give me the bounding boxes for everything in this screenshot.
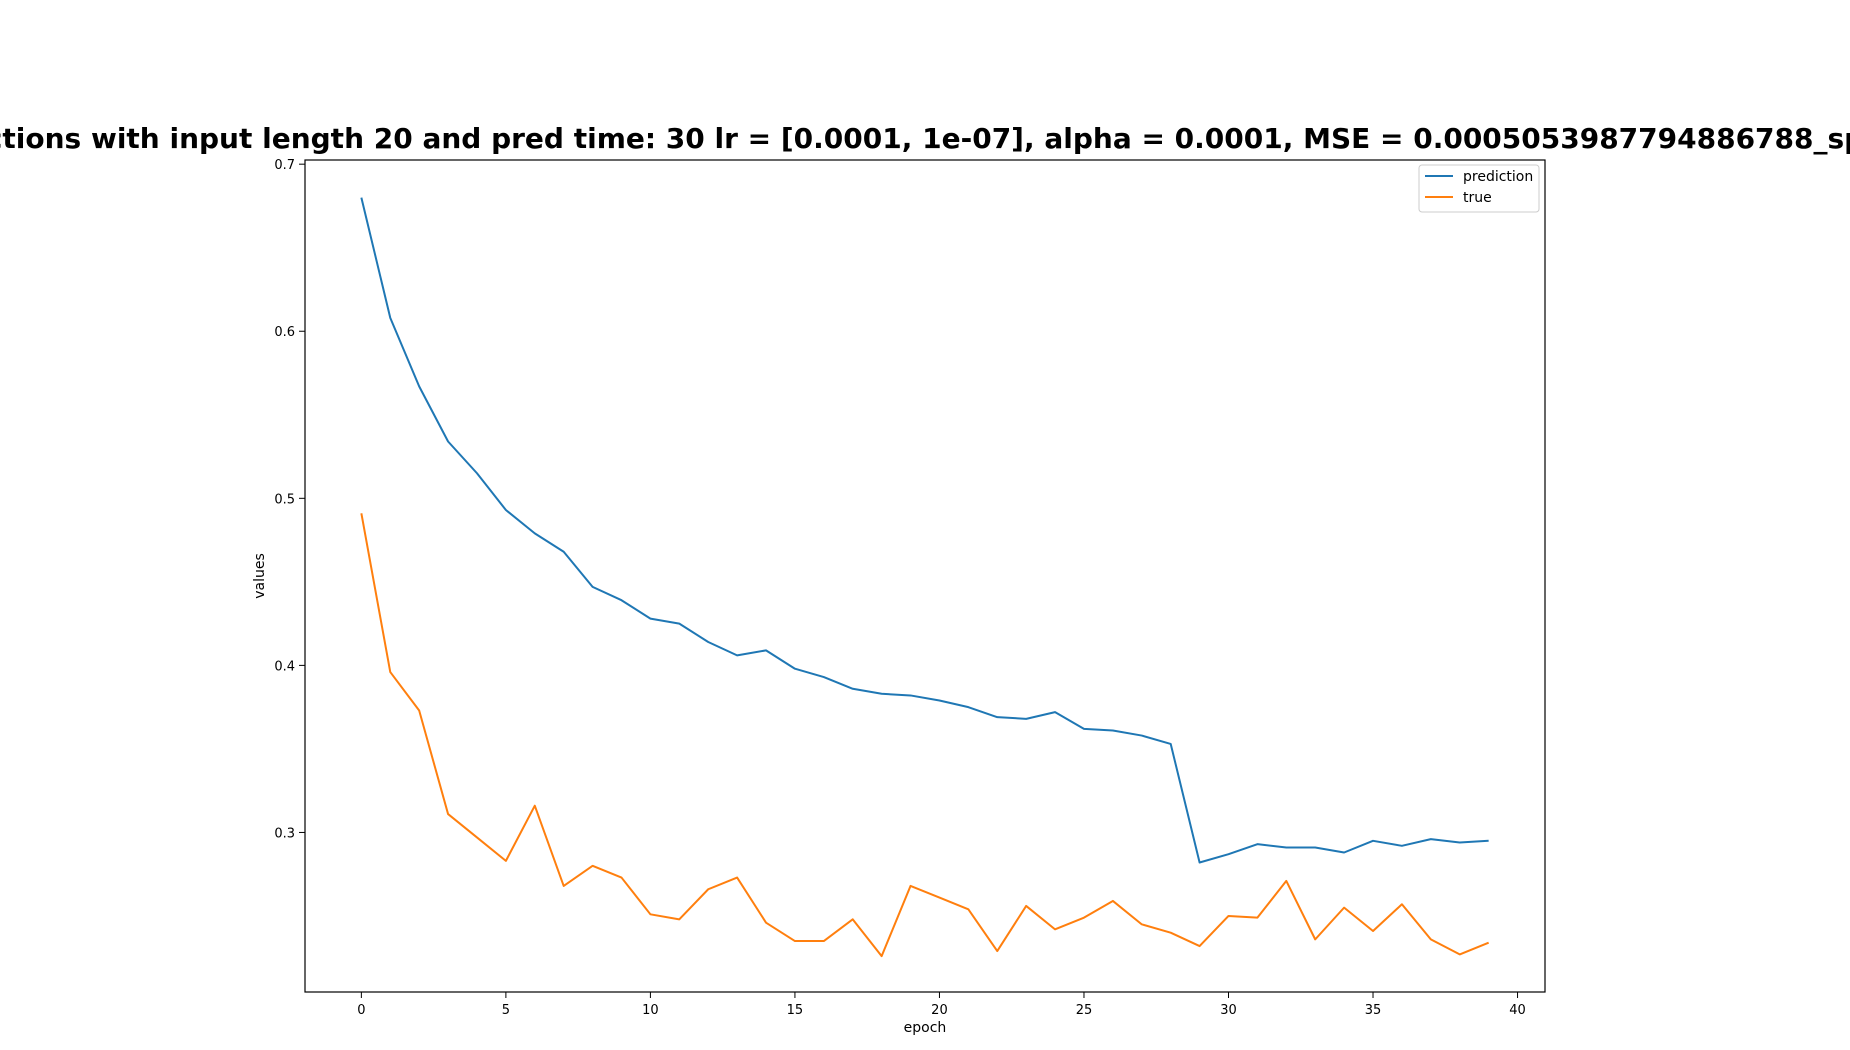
legend-label-true: true [1463,190,1492,206]
x-tick-label: 30 [1220,1003,1237,1018]
y-tick-label: 0.4 [274,659,295,674]
x-tick-label: 5 [502,1003,510,1018]
chart-title: ctions with input length 20 and pred tim… [0,122,1850,155]
legend: prediction true [1419,165,1539,212]
legend-label-prediction: prediction [1463,169,1533,185]
x-tick-label: 0 [357,1003,365,1018]
x-tick-label: 15 [787,1003,804,1018]
y-tick-label: 0.7 [274,158,295,173]
y-tick-label: 0.3 [274,826,295,841]
plot-area [305,160,1545,992]
x-axis-label: epoch [904,1020,947,1036]
x-tick-label: 35 [1365,1003,1382,1018]
y-tick-label: 0.5 [274,492,295,507]
x-tick-label: 25 [1076,1003,1093,1018]
y-tick-label: 0.6 [274,325,295,340]
x-tick-label: 20 [931,1003,948,1018]
x-tick-label: 40 [1509,1003,1526,1018]
x-tick-label: 10 [642,1003,659,1018]
y-axis-label: values [252,553,268,599]
